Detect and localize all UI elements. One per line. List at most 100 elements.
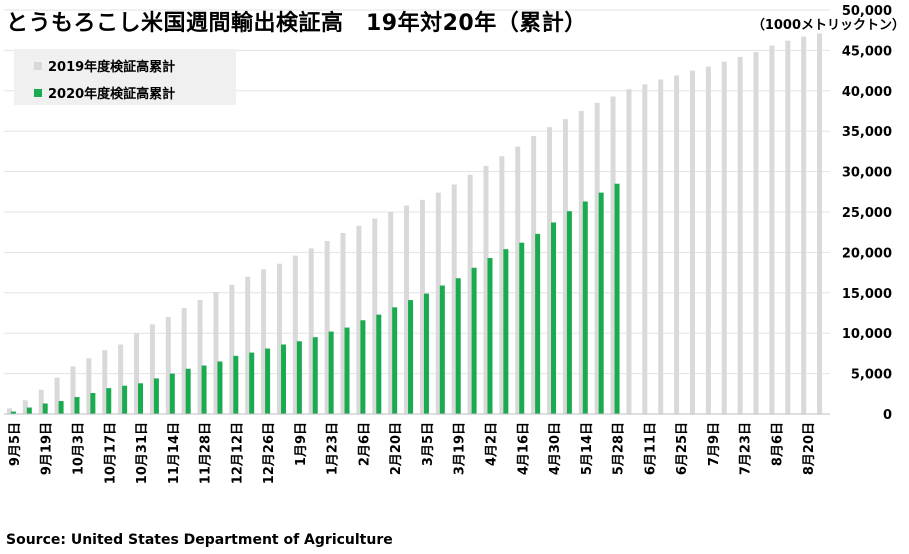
legend-label-2020: 2020年度検証高累計 <box>48 87 176 102</box>
legend-label-2019: 2019年度検証高累計 <box>48 60 176 75</box>
y-tick-label: 20,000 <box>842 246 892 261</box>
bar-2020 <box>503 249 509 414</box>
bar-2019 <box>404 205 410 414</box>
bar-2019 <box>372 218 378 414</box>
bar-2020 <box>74 397 80 414</box>
bar-2020 <box>551 222 557 414</box>
bar-2019 <box>547 127 553 414</box>
bar-2019 <box>594 102 600 415</box>
bar-2019 <box>165 317 171 414</box>
y-tick-label: 45,000 <box>842 44 892 59</box>
bar-2020 <box>249 352 255 414</box>
bar-2020 <box>392 307 398 414</box>
bar-2020 <box>455 278 461 414</box>
bar-2020 <box>566 211 572 414</box>
bar-2020 <box>614 183 620 414</box>
bar-2019 <box>197 300 203 414</box>
bar-2019 <box>419 199 425 414</box>
y-tick-label: 25,000 <box>842 206 892 221</box>
unit-label: （1000メトリックトン） <box>751 18 905 33</box>
y-tick-label: 40,000 <box>842 85 892 100</box>
bar-2020 <box>423 293 429 414</box>
bar-2020 <box>471 267 477 414</box>
y-tick-label: 50,000 <box>842 4 892 19</box>
bar-2019 <box>276 263 282 414</box>
bar-2019 <box>721 61 727 414</box>
legend-swatch-2020 <box>34 88 42 97</box>
bar-2019 <box>499 156 505 415</box>
source-note: Source: United States Department of Agri… <box>6 532 393 548</box>
bar-2020 <box>487 258 493 414</box>
y-tick-label: 10,000 <box>842 327 892 342</box>
x-tick-label: 4月30日 <box>548 422 563 475</box>
x-tick-label: 4月16日 <box>516 422 531 475</box>
legend-item-2019: 2019年度検証高累計 <box>34 56 175 75</box>
bar-2019 <box>181 308 187 414</box>
bar-2020 <box>90 392 96 414</box>
bar-2020 <box>312 337 318 414</box>
bar-2019 <box>483 165 489 414</box>
x-tick-label: 9月19日 <box>40 422 55 475</box>
bar-2020 <box>233 355 239 414</box>
x-tick-label: 8月6日 <box>770 422 785 466</box>
bar-2019 <box>689 70 695 414</box>
y-tick-label: 30,000 <box>842 166 892 181</box>
bar-2019 <box>705 66 711 414</box>
bar-2020 <box>535 233 541 414</box>
bar-2019 <box>626 89 632 415</box>
y-tick-label: 0 <box>883 408 892 423</box>
x-tick-label: 10月31日 <box>135 422 150 484</box>
bar-2019 <box>674 75 680 414</box>
x-tick-label: 3月5日 <box>421 422 436 466</box>
bar-2019 <box>801 36 807 414</box>
bar-2020 <box>138 383 144 414</box>
bar-2019 <box>737 56 743 414</box>
bar-2019 <box>134 333 140 414</box>
bar-2019 <box>229 284 235 414</box>
bar-2019 <box>70 366 76 414</box>
bar-2019 <box>531 136 537 414</box>
legend-swatch-2019 <box>34 61 42 70</box>
bar-2020 <box>598 192 604 414</box>
bar-2020 <box>42 403 48 414</box>
legend-item-2020: 2020年度検証高累計 <box>34 83 175 102</box>
bar-2020 <box>328 331 334 414</box>
bar-2019 <box>308 248 314 414</box>
x-tick-label: 7月9日 <box>707 422 722 466</box>
chart-title: とうもろこし米国週間輸出検証高 19年対20年（累計） <box>6 11 587 36</box>
x-tick-label: 11月28日 <box>199 422 214 484</box>
bar-2019 <box>578 111 584 414</box>
bar-2020 <box>201 365 207 414</box>
bar-2020 <box>58 401 64 414</box>
bar-2019 <box>340 233 346 414</box>
bar-2020 <box>153 378 159 414</box>
bar-2020 <box>106 388 112 414</box>
bar-2020 <box>122 385 128 414</box>
bar-2019 <box>54 377 60 414</box>
x-tick-label: 9月5日 <box>8 422 23 466</box>
bar-2019 <box>261 269 267 414</box>
x-tick-label: 3月19日 <box>453 422 468 475</box>
bar-2020 <box>519 242 525 414</box>
y-tick-labels: 0 5,000 10,000 15,000 20,000 25,000 30,000 35,0… <box>842 4 892 423</box>
bar-2019 <box>324 241 330 414</box>
x-tick-labels: 9月5日 9月19日 10月3日 10月17日 10月31日 11月14日 11月28日 12… <box>8 422 817 484</box>
x-tick-label: 6月11日 <box>643 422 658 475</box>
bar-2020 <box>26 407 32 414</box>
bar-2019 <box>785 40 791 414</box>
bar-2019 <box>769 45 775 414</box>
bar-2019 <box>658 79 664 414</box>
legend <box>14 49 236 105</box>
bar-2020 <box>217 361 223 414</box>
bar-2019 <box>515 146 521 414</box>
bar-2019 <box>245 276 251 414</box>
bar-2020 <box>582 201 588 414</box>
y-tick-label: 35,000 <box>842 125 892 140</box>
bar-2019 <box>292 255 298 414</box>
bar-2019 <box>22 400 28 414</box>
bar-2019 <box>356 225 362 414</box>
bar-2019 <box>213 291 219 414</box>
bar-2020 <box>408 300 414 414</box>
bars <box>6 33 823 415</box>
